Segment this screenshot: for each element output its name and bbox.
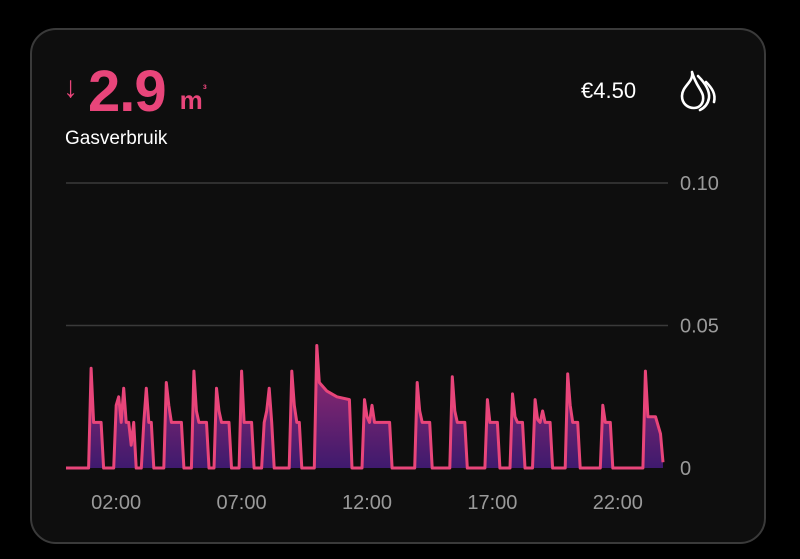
gas-flame-icon [680,70,716,112]
y-tick-label: 0.10 [680,173,719,195]
x-tick-label: 22:00 [593,492,643,514]
x-tick-label: 07:00 [217,492,267,514]
usage-unit-superscript: ³ [202,82,207,97]
usage-cost: €4.50 [581,78,637,103]
y-tick-label: 0 [680,458,691,480]
arrow-down-icon: ↓ [63,71,78,104]
usage-value: 2.9 [88,59,167,124]
x-tick-label: 12:00 [342,492,392,514]
usage-reading: ↓ 2.9 m³ [63,58,207,125]
usage-label: Gasverbruik [65,128,168,149]
x-tick-label: 17:00 [467,492,517,514]
usage-unit: m³ [179,82,207,115]
x-tick-label: 02:00 [91,492,141,514]
y-tick-label: 0.05 [680,316,719,338]
usage-area-line [66,344,665,470]
